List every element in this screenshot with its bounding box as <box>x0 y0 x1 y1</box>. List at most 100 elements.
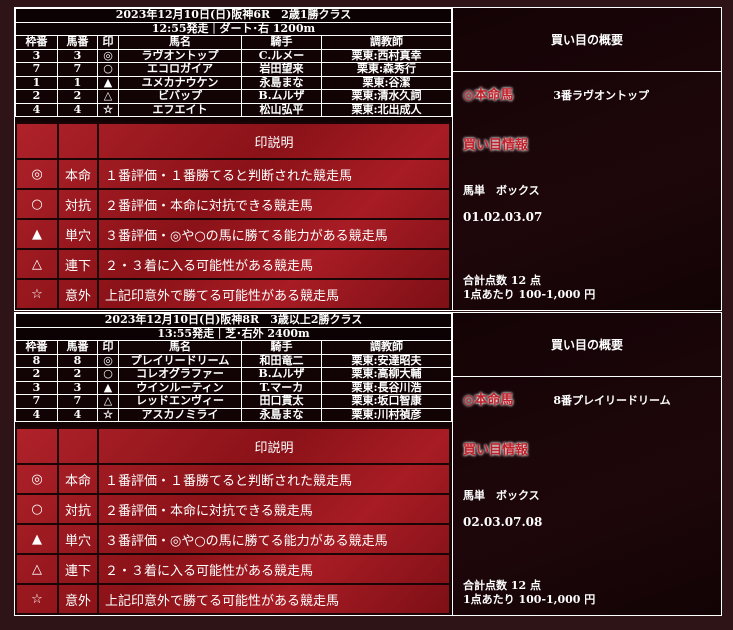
table-row: 1 1 ▲ ユメカナウケン 永島まな 栗東:谷潔 <box>15 75 452 90</box>
column-header: 調教師 <box>320 340 453 355</box>
mark-icon: ▲ <box>15 523 59 555</box>
mark-name: 連下 <box>57 553 99 585</box>
bet-summary: 買い目の概要 ◎本命馬 8番プレイリードリーム 買い目情報 馬単 ボックス 02.… <box>452 313 721 615</box>
cell: アスカノミライ <box>118 407 242 422</box>
table-row: 7 7 △ レッドエンヴィー 田口貫太 栗東:坂口智康 <box>15 394 453 409</box>
mark-icon: ○ <box>15 188 59 220</box>
legend-header: 印説明 <box>97 122 451 160</box>
cell: 栗東:谷潔 <box>321 75 452 90</box>
cell: ▲ <box>97 380 119 395</box>
cell: ☆ <box>97 407 119 422</box>
cell: 栗東:森秀行 <box>321 62 452 77</box>
legend-row: ▲ 単穴 ３番評価・◎や○の馬に勝てる能力がある競走馬 <box>15 523 451 555</box>
mark-name: 対抗 <box>57 188 99 220</box>
mark-icon: △ <box>15 553 59 585</box>
summary-header: 買い目の概要 <box>453 313 721 377</box>
honmei-label: ◎本命馬 <box>463 88 514 103</box>
cell: T.マーカ <box>241 380 322 395</box>
race-block: 2023年12月10日(日)阪神8R 3歳以上2勝クラス 13:55発走｜芝･右… <box>14 312 722 616</box>
cell: △ <box>97 89 119 104</box>
cell: 栗東:長谷川浩 <box>320 380 453 395</box>
legend-row: ○ 対抗 ２番評価・本命に対抗できる競走馬 <box>15 188 451 220</box>
column-header: 枠番 <box>15 340 58 355</box>
cell: 2 <box>57 89 98 104</box>
mark-icon: ◎ <box>15 463 59 495</box>
bet-per-point: 1点あたり 100-1,000 円 <box>463 288 596 301</box>
bet-numbers: 01.02.03.07 <box>463 210 543 224</box>
race-title: 2023年12月10日(日)阪神6R 2歳1勝クラス <box>15 8 452 23</box>
cell: 7 <box>15 62 58 77</box>
cell: 1 <box>15 75 58 90</box>
mark-description: １番評価・１番勝てると判断された競走馬 <box>97 158 451 190</box>
race-subtitle: 12:55発走｜ダート･右 1200m <box>15 21 452 36</box>
cell: レッドエンヴィー <box>118 394 242 409</box>
legend-row: △ 連下 ２・３着に入る可能性がある競走馬 <box>15 553 451 585</box>
cell: ウインルーティン <box>118 380 242 395</box>
bet-numbers: 02.03.07.08 <box>463 515 543 529</box>
bet-info-label: 買い目情報 <box>463 138 529 153</box>
cell: B.ムルザ <box>241 89 322 104</box>
honmei-value: 8番プレイリードリーム <box>553 394 671 407</box>
cell: ▲ <box>97 75 119 90</box>
cell: 2 <box>15 367 58 382</box>
cell: 4 <box>57 102 98 117</box>
column-header: 印 <box>97 340 119 355</box>
mark-description: 上記印意外で勝てる可能性がある競走馬 <box>97 278 451 310</box>
cell: 永島まな <box>241 407 322 422</box>
mark-description: ２番評価・本命に対抗できる競走馬 <box>97 188 451 220</box>
cell: 4 <box>15 407 58 422</box>
mark-name: 連下 <box>57 248 99 280</box>
cell: 栗東:川村禎彦 <box>320 407 453 422</box>
race-table: 2023年12月10日(日)阪神8R 3歳以上2勝クラス 13:55発走｜芝･右… <box>14 313 453 422</box>
mark-name: 単穴 <box>57 523 99 555</box>
column-header: 馬名 <box>118 340 242 355</box>
cell: C.ルメー <box>241 48 322 63</box>
race-block: 2023年12月10日(日)阪神6R 2歳1勝クラス 12:55発走｜ダート･右… <box>14 7 722 311</box>
legend-row: ▲ 単穴 ３番評価・◎や○の馬に勝てる能力がある競走馬 <box>15 218 451 250</box>
cell: 栗東:安達昭夫 <box>320 353 453 368</box>
cell: 永島まな <box>241 75 322 90</box>
summary-header: 買い目の概要 <box>453 8 721 72</box>
mark-icon: ○ <box>15 493 59 525</box>
cell: 4 <box>57 407 98 422</box>
mark-description: ２・３着に入る可能性がある競走馬 <box>97 248 451 280</box>
cell: 栗東:北出成人 <box>321 102 452 117</box>
table-row: 3 3 ▲ ウインルーティン T.マーカ 栗東:長谷川浩 <box>15 380 453 395</box>
bet-summary: 買い目の概要 ◎本命馬 3番ラヴオントップ 買い目情報 馬単 ボックス 01.02… <box>452 8 721 310</box>
table-row: 2 2 △ ビバップ B.ムルザ 栗東:清水久詞 <box>15 89 452 104</box>
cell: ◎ <box>97 48 119 63</box>
table-row: 3 3 ◎ ラヴオントップ C.ルメー 栗東:西村真幸 <box>15 48 452 63</box>
honmei-value: 3番ラヴオントップ <box>553 89 649 102</box>
column-header: 調教師 <box>321 35 452 50</box>
table-header: 枠番 馬番印馬名 騎手 調教師 <box>15 340 453 355</box>
mark-name: 意外 <box>57 583 99 615</box>
cell: プレイリードリーム <box>118 353 242 368</box>
honmei-label: ◎本命馬 <box>463 393 514 408</box>
cell: 栗東:高柳大輔 <box>320 367 453 382</box>
mark-description: ２・３着に入る可能性がある競走馬 <box>97 553 451 585</box>
column-header: 騎手 <box>241 35 322 50</box>
bet-per-point: 1点あたり 100-1,000 円 <box>463 593 596 606</box>
column-header: 枠番 <box>15 35 58 50</box>
cell: 8 <box>15 353 58 368</box>
mark-legend: 印説明 ◎ 本命 １番評価・１番勝てると判断された競走馬 ○ 対抗 ２番評価・本命に対抗で… <box>15 122 451 310</box>
bet-total: 合計点数 12 点 <box>463 579 541 592</box>
cell: ○ <box>97 62 119 77</box>
bet-total: 合計点数 12 点 <box>463 274 541 287</box>
legend-row: △ 連下 ２・３着に入る可能性がある競走馬 <box>15 248 451 280</box>
race-subtitle: 13:55発走｜芝･右外 2400m <box>14 326 453 341</box>
mark-icon: ◎ <box>15 158 59 190</box>
cell: 岩田望来 <box>241 62 322 77</box>
cell: 栗東:西村真幸 <box>321 48 452 63</box>
mark-icon: △ <box>15 248 59 280</box>
mark-icon: ▲ <box>15 218 59 250</box>
cell: B.ムルザ <box>241 367 322 382</box>
column-header: 馬番 <box>57 340 98 355</box>
mark-legend: 印説明 ◎ 本命 １番評価・１番勝てると判断された競走馬 ○ 対抗 ２番評価・本命に対抗で… <box>15 427 451 615</box>
bet-type: 馬単 ボックス <box>463 489 540 502</box>
mark-description: ２番評価・本命に対抗できる競走馬 <box>97 493 451 525</box>
mark-name: 本命 <box>57 463 99 495</box>
cell: 8 <box>57 353 98 368</box>
table-row: 8 8 ◎ プレイリードリーム 和田竜二 栗東:安達昭夫 <box>15 353 453 368</box>
legend-row: ☆ 意外 上記印意外で勝てる可能性がある競走馬 <box>15 583 451 615</box>
